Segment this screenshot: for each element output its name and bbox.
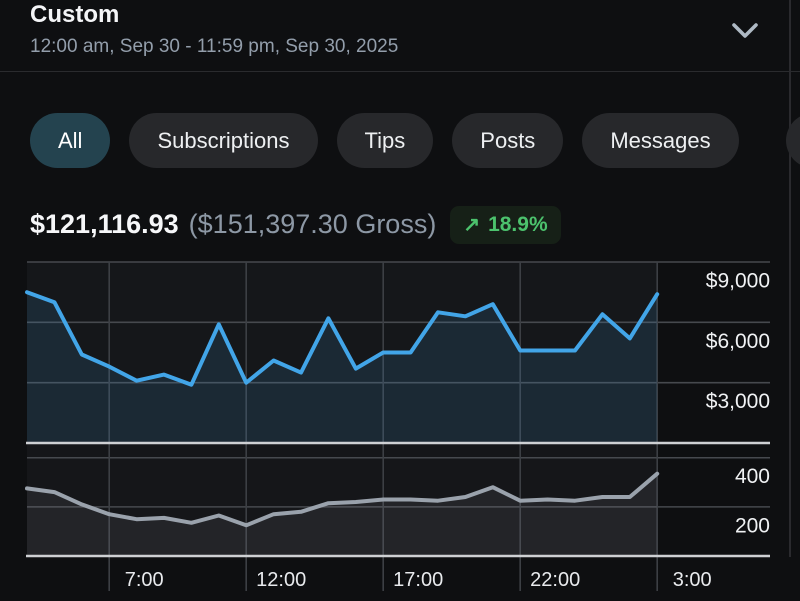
page-title: Custom (30, 1, 119, 29)
filter-chip-tips[interactable]: Tips (337, 113, 434, 168)
filter-chip-posts[interactable]: Posts (452, 113, 563, 168)
arrow-up-right-icon: ↗ (463, 215, 480, 235)
date-range-label: 12:00 am, Sep 30 - 11:59 pm, Sep 30, 202… (30, 36, 398, 58)
x-axis-label: 22:00 (530, 569, 580, 591)
y-axis-label: $6,000 (706, 330, 770, 353)
gross-earnings-value: ($151,397.30 Gross) (189, 209, 437, 240)
x-axis-label: 17:00 (393, 569, 443, 591)
trend-percent: 18.9% (488, 213, 548, 237)
filter-chip-all[interactable]: All (30, 113, 110, 168)
earnings-summary: $121,116.93 ($151,397.30 Gross) ↗ 18.9% (30, 202, 561, 247)
filter-chip-messages[interactable]: Messages (582, 113, 738, 168)
chevron-down-icon[interactable] (730, 18, 760, 42)
x-axis-label: 3:00 (673, 569, 712, 591)
trend-badge: ↗ 18.9% (450, 206, 560, 244)
date-range-header[interactable]: Custom 12:00 am, Sep 30 - 11:59 pm, Sep … (0, 0, 800, 72)
x-axis-label: 7:00 (125, 569, 164, 591)
net-earnings-value: $121,116.93 (30, 209, 179, 240)
y-axis-label: $3,000 (706, 390, 770, 413)
filter-chip-subscriptions[interactable]: Subscriptions (129, 113, 317, 168)
y-axis-label: 400 (735, 465, 770, 488)
y-axis-label: $9,000 (706, 270, 770, 293)
y-axis-label: 200 (735, 514, 770, 537)
x-axis-label: 12:00 (256, 569, 306, 591)
filter-chip-row: All Subscriptions Tips Posts Messages (30, 113, 739, 168)
earnings-chart: $9,000 $6,000 $3,000 400 200 7:00 12:00 17:00 22… (0, 255, 800, 601)
